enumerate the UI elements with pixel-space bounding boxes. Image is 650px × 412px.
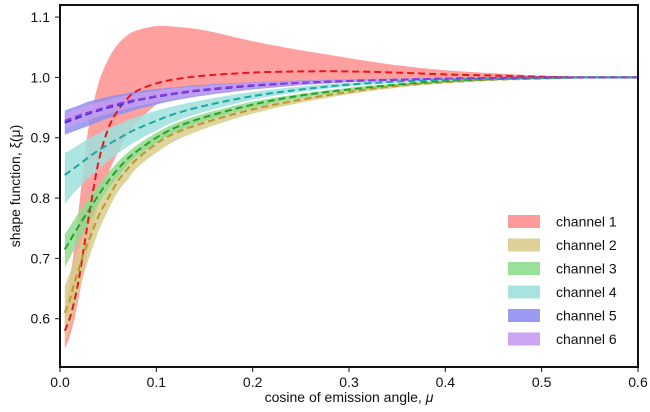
legend-label-channel-5: channel 5: [556, 308, 617, 324]
x-tick-label: 0.5: [532, 374, 552, 390]
x-tick-label: 0.2: [243, 374, 263, 390]
x-tick-label: 0.3: [339, 374, 359, 390]
legend-label-channel-4: channel 4: [556, 284, 617, 300]
x-axis-label-symbol: μ: [425, 389, 434, 405]
x-axis-label-text: cosine of emission angle,: [265, 389, 426, 405]
legend-swatch-channel-5: [508, 309, 540, 322]
line-channel-2: [63, 76, 638, 314]
line-channel-4: [64, 76, 638, 176]
x-tick-label: 0.0: [50, 374, 70, 390]
band-channel-4: [64, 77, 638, 205]
series-lines: [63, 70, 638, 332]
legend-label-channel-3: channel 3: [556, 261, 617, 277]
legend-label-channel-1: channel 1: [556, 214, 617, 230]
y-tick-label: 1.0: [31, 69, 51, 85]
legend: channel 1 channel 2 channel 3 channel 4 chan…: [508, 214, 617, 347]
x-axis-ticks: 0.0 0.1 0.2 0.3 0.4 0.5 0.6: [50, 367, 648, 390]
y-tick-label: 1.1: [31, 9, 51, 25]
legend-swatch-channel-1: [508, 215, 540, 228]
line-channel-6: [64, 76, 638, 122]
y-tick-label: 0.8: [31, 190, 51, 206]
x-tick-label: 0.6: [628, 374, 648, 390]
x-tick-label: 0.1: [147, 374, 167, 390]
y-tick-label: 0.6: [31, 311, 51, 327]
legend-swatch-channel-6: [508, 332, 540, 346]
x-tick-label: 0.4: [436, 374, 456, 390]
legend-swatch-channel-4: [508, 285, 540, 299]
legend-swatch-channel-2: [508, 238, 540, 252]
legend-label-channel-2: channel 2: [556, 237, 617, 253]
x-axis-label: cosine of emission angle, μ: [265, 389, 434, 405]
y-tick-label: 0.7: [31, 250, 51, 266]
band-channel-1: [64, 25, 638, 349]
y-axis-ticks: 0.6 0.7 0.8 0.9 1.0 1.1: [31, 9, 60, 327]
y-axis-label: shape function, ξ(μ): [7, 125, 23, 248]
y-tick-label: 0.9: [31, 130, 51, 146]
legend-label-channel-6: channel 6: [556, 331, 617, 347]
legend-swatch-channel-3: [508, 262, 540, 275]
line-channel-3: [63, 76, 638, 250]
